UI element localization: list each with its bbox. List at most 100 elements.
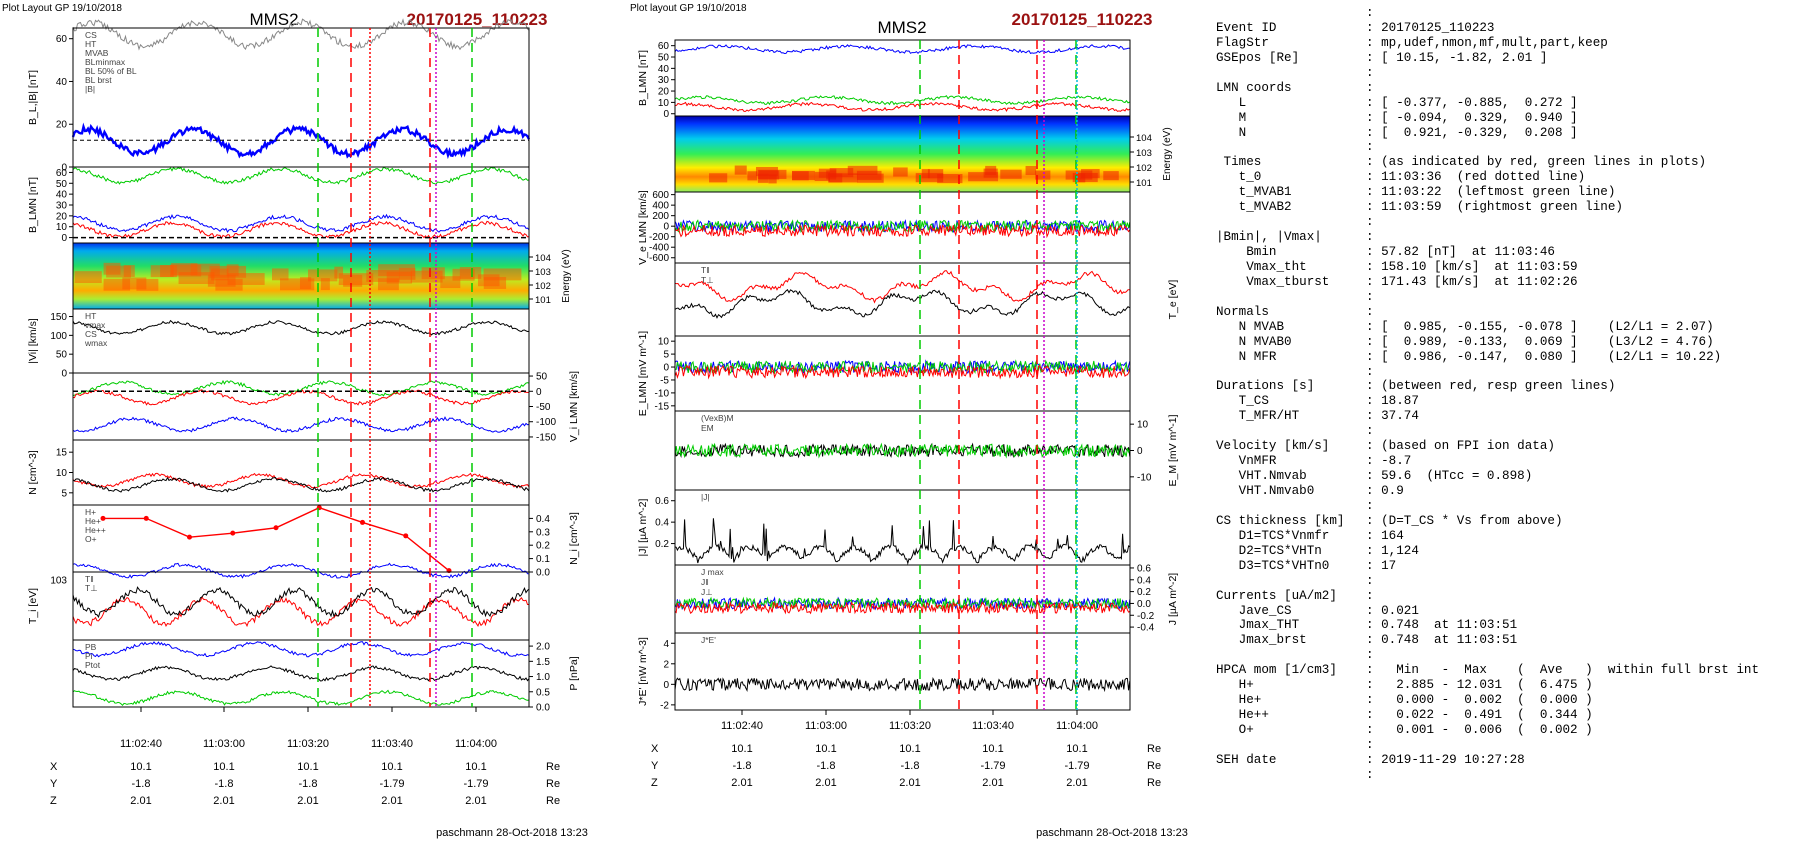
series-line	[72, 586, 530, 619]
summary-row: t_MVAB1: 11:03:22 (leftmost green line)	[1216, 185, 1802, 200]
series-line	[674, 270, 1130, 304]
y-axis-label: V_e LMN [km/s]	[637, 190, 649, 265]
summary-value: 11:03:22 (leftmost green line)	[1381, 185, 1616, 200]
summary-row: N MVAB0: [ 0.989, -0.133, 0.069 ] (L3/L2…	[1216, 335, 1802, 350]
summary-row: T_MFR/HT: 37.74	[1216, 409, 1802, 424]
legend-entry: He++	[85, 525, 106, 535]
summary-key: M	[1216, 110, 1247, 125]
pos-unit: Re	[546, 761, 560, 773]
y-axis-label: J*E' [nW m^-3]	[637, 637, 649, 706]
y-tick-label: 50	[658, 53, 670, 64]
summary-key: N	[1216, 125, 1247, 140]
y-axis-label: N [cm^-3]	[27, 450, 39, 495]
pos-cell: -1.79	[463, 778, 488, 790]
summary-row: Jmax_brst: 0.748 at 11:03:51	[1216, 633, 1802, 648]
series-line	[72, 166, 530, 185]
plot-panel: 0.0 0.1 0.2 0.3 0.4 N_i [cm^-3] H+He+He++O+	[72, 504, 580, 579]
y-tick-label: 50	[536, 372, 548, 383]
event-summary-panel: : Event ID: 20170125_110223 FlagStr: mp,ud…	[1216, 6, 1802, 783]
series-line	[674, 518, 1131, 566]
summary-colon: :	[1366, 498, 1382, 513]
summary-colon: :	[1366, 409, 1382, 424]
series-line	[103, 506, 450, 572]
y-tick-label: 100	[50, 331, 67, 342]
y-tick-label: 20	[56, 211, 68, 222]
y-tick-label: 10	[1137, 420, 1149, 431]
legend-entry: T⊥	[85, 583, 98, 593]
summary-row: :	[1216, 66, 1802, 81]
summary-colon: :	[1366, 35, 1382, 50]
summary-colon: :	[1366, 603, 1382, 618]
pos-cell: 10.1	[982, 743, 1003, 755]
summary-row: FlagStr: mp,udef,nmon,mf,mult,part,keep	[1216, 36, 1802, 51]
y-axis-label: T_e [eV]	[1167, 280, 1179, 320]
summary-row: :	[1216, 365, 1802, 380]
y-tick-label: 0.6	[655, 496, 669, 507]
time-tick-label: 11:02:40	[721, 720, 763, 732]
summary-row: :	[1216, 6, 1802, 21]
time-tick-label: 11:02:40	[120, 738, 162, 750]
summary-colon: :	[1366, 678, 1382, 693]
series-line	[674, 359, 1131, 375]
y-tick-label: -2	[660, 700, 669, 711]
summary-row: :	[1216, 648, 1802, 663]
summary-row: HPCA mom [1/cm3]: Min - Max ( Ave ) with…	[1216, 663, 1802, 678]
summary-colon: :	[1366, 185, 1382, 200]
legend-entry: BL brst	[85, 75, 112, 85]
pos-cell: -1.8	[299, 778, 318, 790]
y-tick-label: 0	[61, 369, 67, 380]
y-axis-label: B_LMN [nT]	[27, 177, 39, 233]
legend-entry: O+	[85, 534, 97, 544]
summary-value: 164	[1381, 528, 1404, 543]
pos-row-label: Y	[651, 760, 659, 772]
y-axis-label: Energy (eV)	[1162, 127, 1173, 180]
summary-key: D2=TCS*VHTn	[1216, 543, 1322, 558]
summary-colon: :	[1366, 289, 1382, 304]
summary-row: D2=TCS*VHTn: 1,124	[1216, 544, 1802, 559]
summary-key: VHT.Nmvab	[1216, 469, 1307, 484]
summary-value: 0.748 at 11:03:51	[1381, 633, 1518, 648]
legend-entry: J‖	[701, 577, 709, 587]
summary-colon: :	[1366, 349, 1382, 364]
y-tick-label: -600	[649, 253, 669, 264]
summary-row: L: [ -0.377, -0.885, 0.272 ]	[1216, 96, 1802, 111]
summary-key: N MVAB0	[1216, 334, 1292, 349]
y-tick-label: 30	[658, 75, 670, 86]
series-line	[72, 18, 530, 51]
summary-colon: :	[1366, 618, 1382, 633]
spectrogram-hot-band	[190, 263, 220, 276]
summary-row: t_0: 11:03:36 (red dotted line)	[1216, 170, 1802, 185]
panel-frame	[674, 335, 1131, 412]
summary-row: :	[1216, 738, 1802, 753]
legend-entry: Ptot	[85, 660, 101, 670]
summary-row: t_MVAB2: 11:03:59 (rightmost green line)	[1216, 200, 1802, 215]
pos-cell: 2.01	[731, 777, 752, 789]
summary-row: VnMFR: -8.7	[1216, 454, 1802, 469]
pos-unit: Re	[1147, 743, 1161, 755]
spectrogram-hot-band	[178, 272, 215, 285]
summary-key: D3=TCS*VHTn0	[1216, 558, 1330, 573]
pos-cell: 2.01	[213, 795, 234, 807]
spectrogram-hot-band	[829, 168, 854, 178]
summary-row: N: [ 0.921, -0.329, 0.208 ]	[1216, 126, 1802, 141]
spectrogram-hot-band	[103, 278, 131, 291]
spectrogram-hot-band	[792, 170, 815, 181]
time-tick-label: 11:03:20	[287, 738, 329, 750]
summary-key: N MVAB	[1216, 319, 1285, 334]
summary-colon: :	[1366, 259, 1382, 274]
y-tick-label: 0.6	[1137, 563, 1151, 574]
time-tick-label: 11:03:20	[889, 720, 931, 732]
pos-row-label: X	[651, 743, 659, 755]
summary-value: 0.021	[1381, 603, 1419, 618]
pos-unit: Re	[1147, 777, 1161, 789]
summary-row: D3=TCS*VHTn0: 17	[1216, 559, 1802, 574]
summary-colon: :	[1366, 648, 1382, 663]
pos-cell: 2.01	[297, 795, 318, 807]
y-tick-label: 101	[1136, 178, 1152, 189]
spectrogram-hot-band	[272, 268, 289, 281]
summary-row: Normals:	[1216, 305, 1802, 320]
summary-key: H+	[1216, 678, 1254, 693]
